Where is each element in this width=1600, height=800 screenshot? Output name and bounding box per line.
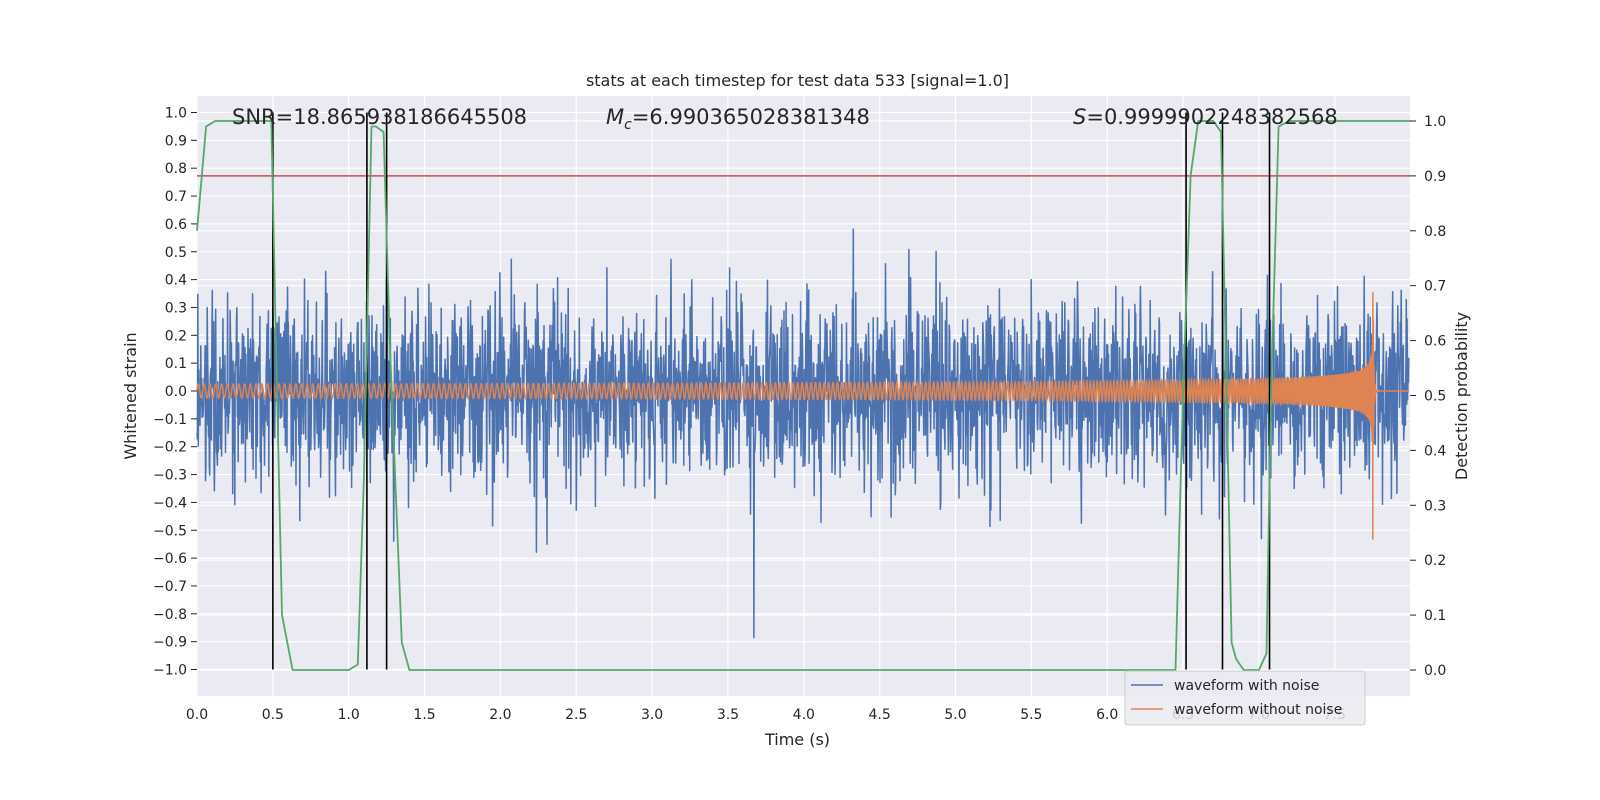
mc-symbol: M [606, 105, 624, 129]
x-tick-label: 4.5 [869, 707, 891, 723]
y-tick-label: −0.6 [153, 551, 187, 567]
y2-tick-label: 0.1 [1424, 608, 1446, 624]
y-tick-label: 0.3 [165, 300, 187, 316]
y-tick-label: 0.8 [165, 161, 187, 177]
y-tick-label: 0.1 [165, 356, 187, 372]
marks-layer [196, 112, 1411, 671]
legend-label-waveform-with-noise: waveform with noise [1174, 678, 1319, 694]
x-tick-label: 5.0 [944, 707, 966, 723]
y-tick-label: −0.3 [153, 468, 187, 484]
y-tick-label: −0.9 [153, 635, 187, 651]
x-tick-label: 2.0 [489, 707, 511, 723]
legend-label-waveform-without-noise: waveform without noise [1174, 702, 1342, 718]
y2-tick-label: 1.0 [1424, 114, 1446, 130]
y-tick-label: 0.5 [165, 245, 187, 261]
y2-tick-label: 0.2 [1424, 553, 1446, 569]
y-tick-label: −0.8 [153, 607, 187, 623]
x-tick-label: 3.5 [717, 707, 739, 723]
y-tick-label: 0.2 [165, 328, 187, 344]
y-tick-label: −0.4 [153, 495, 187, 511]
y-tick-label: 0.6 [165, 217, 187, 233]
x-tick-label: 6.0 [1096, 707, 1118, 723]
series-waveform-without-noise [196, 292, 1410, 540]
noise-trace [196, 228, 1410, 639]
y-tick-label: −0.7 [153, 579, 187, 595]
y2-tick-label: 0.7 [1424, 279, 1446, 295]
y-axis-label: Whitened strain [121, 332, 140, 459]
y-tick-label: 0.4 [165, 273, 187, 289]
x-tick-label: 4.0 [793, 707, 815, 723]
x-tick-label: 3.0 [641, 707, 663, 723]
y2-tick-label: 0.9 [1424, 169, 1446, 185]
x-tick-label: 5.5 [1020, 707, 1042, 723]
x-tick-label: 2.5 [565, 707, 587, 723]
y2-tick-label: 0.3 [1424, 498, 1446, 514]
axes-layer: 0.00.51.01.52.02.53.03.54.04.55.05.56.06… [153, 106, 1446, 724]
s-annotation: S=0.9999902248382568 [1073, 105, 1338, 129]
s-symbol: S [1073, 105, 1086, 129]
y2-tick-label: 0.8 [1424, 224, 1446, 240]
x-tick-label: 0.0 [186, 707, 208, 723]
y2-axis-label: Detection probability [1452, 312, 1471, 480]
legend: waveform with noise waveform without noi… [1124, 670, 1366, 726]
chirp-mass-annotation: Mc=6.990365028381348 [606, 105, 870, 133]
y-tick-label: −0.2 [153, 440, 187, 456]
y2-tick-label: 0.0 [1424, 663, 1446, 679]
y-tick-label: −1.0 [153, 663, 187, 679]
y-tick-label: −0.1 [153, 412, 187, 428]
mc-subscript: c [624, 117, 632, 133]
s-value: =0.9999902248382568 [1086, 105, 1337, 129]
series-waveform-with-noise [196, 228, 1410, 639]
chart-title: stats at each timestep for test data 533… [586, 71, 1009, 90]
y-tick-label: 0.9 [165, 133, 187, 149]
legend-box [1124, 670, 1366, 726]
x-axis-label: Time (s) [764, 730, 830, 749]
mc-value: =6.990365028381348 [632, 105, 870, 129]
x-tick-label: 0.5 [262, 707, 284, 723]
y2-tick-label: 0.4 [1424, 443, 1446, 459]
y-tick-label: −0.5 [153, 523, 187, 539]
chirp-trace [196, 292, 1410, 540]
x-tick-label: 1.5 [413, 707, 435, 723]
y-tick-label: 0.7 [165, 189, 187, 205]
x-tick-label: 1.0 [338, 707, 360, 723]
snr-annotation: SNR=18.865938186645508 [232, 105, 527, 129]
y2-tick-label: 0.6 [1424, 334, 1446, 350]
y-tick-label: 0.0 [165, 384, 187, 400]
y-tick-label: 1.0 [165, 106, 187, 122]
probability-line [196, 120, 1411, 671]
y2-tick-label: 0.5 [1424, 389, 1446, 405]
